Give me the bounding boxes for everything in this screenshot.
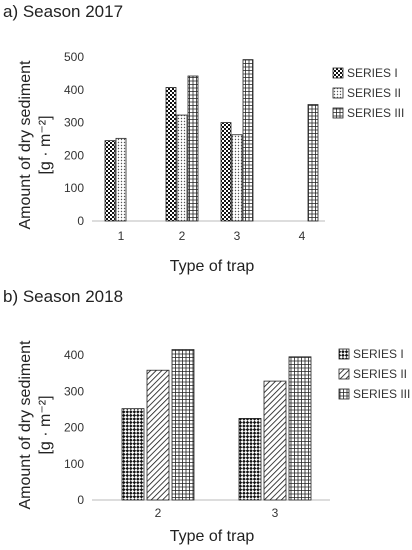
y-tick-label: 0 [77, 493, 84, 507]
legend-label: SERIES II [353, 367, 407, 381]
panel-b-title: b) Season 2018 [3, 287, 124, 306]
bar [238, 418, 262, 501]
legend-swatch [338, 368, 350, 380]
x-tick-label: 3 [234, 229, 241, 243]
bar [263, 380, 287, 501]
y-tick-label: 400 [64, 348, 84, 362]
legend-label: SERIES III [347, 106, 404, 120]
x-tick-label: 2 [179, 229, 186, 243]
legend-swatch [338, 388, 350, 400]
x-axis-label: Type of trap [170, 528, 255, 545]
y-axis-unit-label: [g · m⁻²] [37, 395, 54, 454]
legend-label: SERIES III [353, 387, 410, 401]
x-tick-label: 3 [272, 506, 279, 520]
bar [176, 114, 188, 222]
y-tick-label: 100 [64, 457, 84, 471]
x-tick-label: 4 [299, 229, 306, 243]
legend-swatch [332, 87, 344, 99]
y-tick-label: 200 [64, 421, 84, 435]
bar [242, 59, 254, 222]
bar [121, 408, 145, 501]
x-tick-label: 2 [155, 506, 162, 520]
bar [220, 122, 232, 222]
y-axis-label: Amount of dry sediment [17, 60, 34, 230]
x-axis-label: Type of trap [170, 258, 255, 275]
y-tick-label: 0 [77, 214, 84, 228]
y-tick-label: 500 [64, 50, 84, 64]
legend-swatch [332, 67, 344, 79]
bar [165, 87, 177, 222]
y-axis-label: Amount of dry sediment [17, 340, 34, 510]
legend-label: SERIES I [353, 347, 404, 361]
legend-label: SERIES II [347, 86, 401, 100]
legend-label: SERIES I [347, 66, 398, 80]
bar [104, 140, 116, 222]
x-tick-label: 1 [118, 229, 125, 243]
y-tick-label: 400 [64, 83, 84, 97]
bar [171, 349, 195, 501]
y-tick-label: 200 [64, 148, 84, 162]
bar [187, 75, 199, 222]
y-tick-label: 300 [64, 384, 84, 398]
y-tick-label: 300 [64, 116, 84, 130]
bar [115, 137, 127, 222]
bar [307, 104, 319, 222]
y-tick-label: 100 [64, 181, 84, 195]
bar [231, 134, 243, 222]
bar [288, 356, 312, 501]
panel-a-title: a) Season 2017 [3, 2, 124, 21]
bar [146, 369, 170, 501]
y-axis-unit-label: [g · m⁻²] [37, 115, 54, 174]
legend-swatch [332, 107, 344, 119]
legend-swatch [338, 348, 350, 360]
